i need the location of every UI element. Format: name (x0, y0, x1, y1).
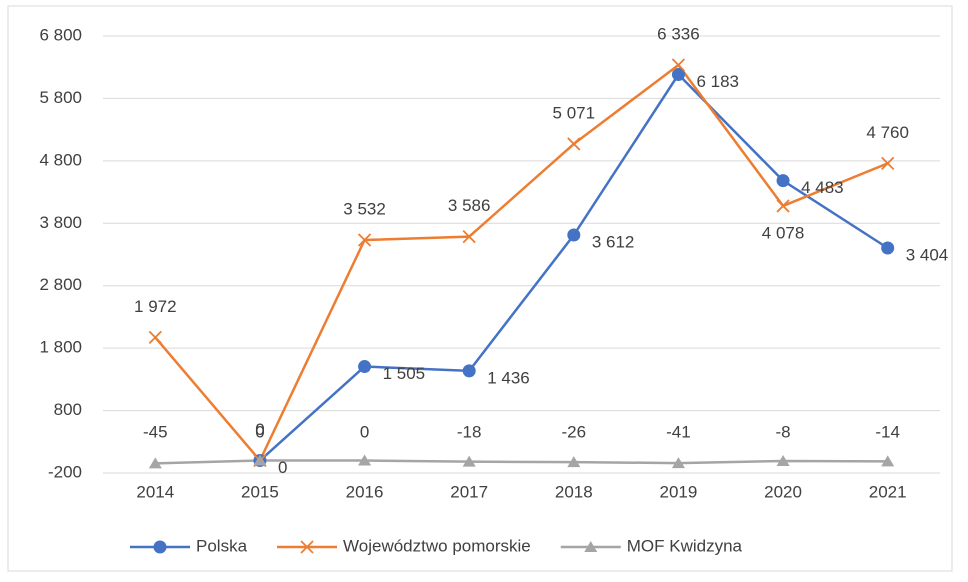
y-tick-label: 1 800 (39, 338, 82, 357)
data-point (671, 58, 686, 72)
data-label: 4 760 (866, 123, 909, 142)
x-tick-label: 2021 (869, 482, 907, 501)
data-label: -18 (457, 422, 482, 441)
data-label: 3 612 (592, 233, 635, 252)
data-point (671, 68, 685, 82)
data-point (881, 241, 895, 255)
legend-marker (584, 541, 598, 552)
data-label: 0 (255, 422, 264, 441)
x-tick-label: 2014 (136, 482, 174, 501)
legend-label: MOF Kwidzyna (627, 536, 743, 555)
data-label: 3 586 (448, 196, 491, 215)
data-point (881, 455, 895, 467)
legend-label: Polska (196, 536, 248, 555)
data-point (357, 233, 372, 247)
data-point (462, 455, 476, 467)
data-label: 0 (360, 422, 369, 441)
x-tick-label: 2017 (450, 482, 488, 501)
data-point (148, 330, 162, 345)
data-point (881, 156, 895, 170)
data-point (358, 454, 372, 466)
data-label: 0 (255, 420, 264, 439)
data-label: 4 078 (762, 223, 805, 242)
legend-marker (300, 540, 314, 554)
data-point (148, 457, 162, 469)
data-point (776, 199, 790, 213)
data-label: 1 505 (383, 364, 426, 383)
data-point (567, 228, 581, 242)
data-point (358, 360, 372, 374)
chart-border (7, 5, 953, 572)
series-line (154, 63, 889, 463)
y-tick-label: 4 800 (39, 150, 82, 169)
data-label: 3 532 (343, 200, 386, 219)
y-tick-label: 3 800 (39, 213, 82, 232)
y-tick-label: 800 (54, 400, 82, 419)
data-point (567, 137, 581, 151)
data-label: 6 336 (657, 24, 700, 43)
legend-label: Województwo pomorskie (343, 536, 531, 555)
y-tick-label: 6 800 (39, 25, 82, 44)
data-label: 4 483 (801, 178, 844, 197)
data-label: -8 (776, 422, 791, 441)
data-point (462, 230, 476, 244)
y-tick-label: 5 800 (39, 88, 82, 107)
data-point (462, 364, 476, 378)
data-label: -45 (143, 422, 168, 441)
x-tick-label: 2016 (346, 482, 384, 501)
x-tick-label: 2019 (660, 482, 698, 501)
legend-marker (153, 540, 167, 554)
data-point (253, 454, 267, 466)
data-point (567, 456, 581, 468)
x-tick-label: 2015 (241, 482, 279, 501)
data-label: 5 071 (553, 103, 596, 122)
data-label: 6 183 (696, 72, 739, 91)
data-label: 0 (278, 458, 287, 477)
data-label: -26 (562, 422, 587, 441)
x-tick-label: 2020 (764, 482, 802, 501)
data-point (776, 455, 790, 467)
data-label: -14 (875, 422, 900, 441)
data-label: 3 404 (906, 245, 949, 264)
data-label: 1 436 (487, 368, 530, 387)
x-tick-label: 2018 (555, 482, 593, 501)
y-tick-label: -200 (48, 462, 82, 481)
series-line (155, 459, 888, 465)
data-point (776, 174, 790, 188)
data-label: 1 972 (134, 297, 177, 316)
y-tick-label: 2 800 (39, 275, 82, 294)
data-label: -41 (666, 422, 691, 441)
data-point (671, 457, 685, 469)
